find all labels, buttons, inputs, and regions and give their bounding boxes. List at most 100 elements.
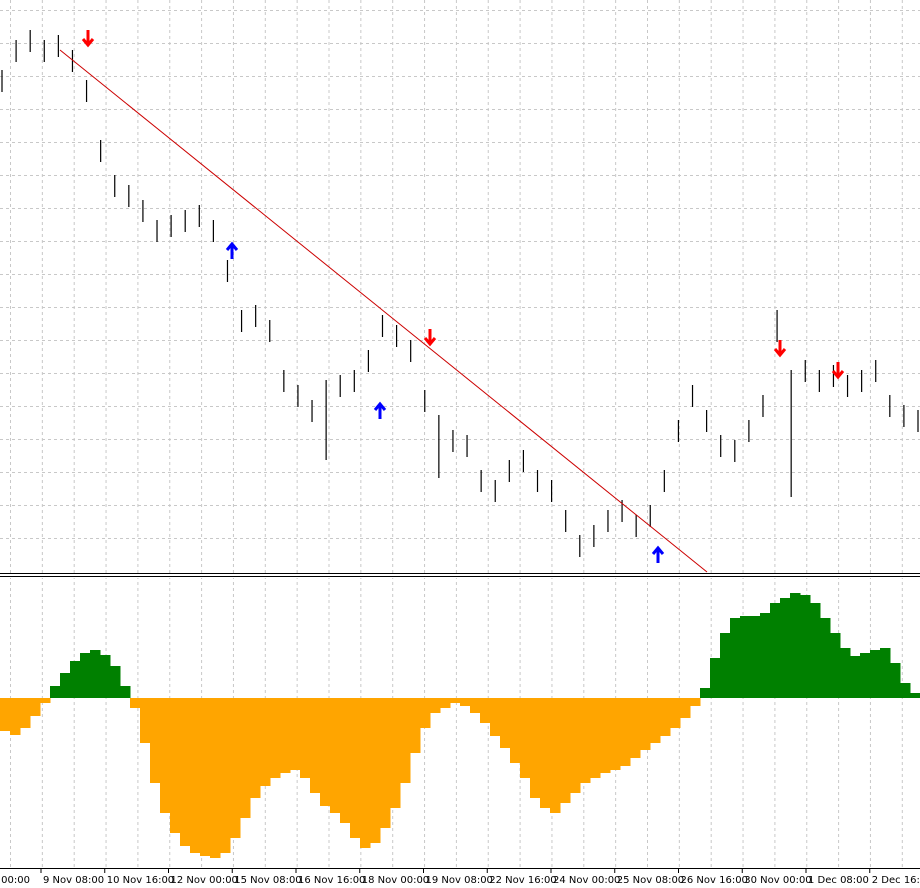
histogram-bar (300, 698, 311, 778)
histogram-bar (110, 666, 121, 698)
buy-arrow (373, 401, 387, 419)
x-tick-label: 16 Nov 16:00 (298, 875, 365, 886)
histogram-bar (830, 633, 841, 698)
sell-arrow (423, 329, 437, 347)
histogram-bar (160, 698, 171, 813)
histogram-bar (780, 598, 791, 698)
histogram-bar (630, 698, 641, 758)
histogram-bar (340, 698, 351, 823)
histogram-bar (290, 698, 301, 770)
histogram-bar (620, 698, 631, 766)
histogram-bar (120, 686, 131, 698)
x-tick-label: 15 Nov 08:00 (234, 875, 301, 886)
price-panel (1, 30, 919, 557)
histogram-bar (850, 656, 861, 698)
x-tick-label: 1 Dec 08:00 (808, 875, 869, 886)
x-tick-label: 18 Nov 00:00 (362, 875, 429, 886)
x-tick-label: 24 Nov 00:00 (553, 875, 620, 886)
histogram-bar (840, 648, 851, 698)
histogram-bar (90, 650, 101, 698)
x-tick-label: 25 Nov 08:00 (617, 875, 684, 886)
histogram-bar (180, 698, 191, 846)
histogram-bar (450, 698, 461, 703)
histogram-bar (480, 698, 491, 723)
histogram-bar (750, 616, 761, 698)
histogram-bar (740, 616, 751, 698)
histogram-bar (440, 698, 451, 708)
histogram-bar (700, 688, 711, 698)
histogram-bar (130, 698, 141, 708)
histogram-bar (20, 698, 31, 728)
histogram-bar (690, 698, 701, 706)
histogram-bar (580, 698, 591, 783)
histogram-bar (230, 698, 241, 838)
histogram-bar (550, 698, 561, 813)
x-tick-label: 30 Nov 00:00 (744, 875, 811, 886)
trend-line (59, 49, 708, 573)
histogram-bar (560, 698, 571, 803)
histogram-bar (80, 653, 91, 698)
x-tick-label: 10 Nov 16:00 (107, 875, 174, 886)
histogram-bar (810, 603, 821, 698)
histogram-bar (650, 698, 661, 743)
histogram-bar (350, 698, 361, 838)
histogram-bar (430, 698, 441, 713)
sell-arrow (831, 362, 845, 380)
histogram-bar (760, 613, 771, 698)
histogram-bar (600, 698, 611, 773)
x-tick-label: 00:00 (1, 875, 30, 886)
histogram-bar (490, 698, 501, 736)
histogram-bar (900, 683, 911, 698)
histogram-bar (420, 698, 431, 728)
histogram-bar (390, 698, 401, 808)
x-tick-label: 22 Nov 16:00 (489, 875, 556, 886)
histogram-bar (880, 648, 891, 698)
histogram-bar (590, 698, 601, 778)
histogram-bar (0, 698, 11, 731)
histogram-bar (870, 650, 881, 698)
x-tick-label: 26 Nov 16:00 (681, 875, 748, 886)
histogram-bar (670, 698, 681, 728)
histogram-bar (710, 658, 721, 698)
histogram-bar (410, 698, 421, 753)
histogram-bar (890, 663, 901, 698)
x-tick-label: 12 Nov 00:00 (171, 875, 238, 886)
histogram-bar (270, 698, 281, 778)
histogram-bar (540, 698, 551, 808)
histogram-bar (100, 655, 111, 698)
signal-arrows (81, 30, 845, 563)
histogram-bar (380, 698, 391, 828)
histogram-bar (640, 698, 651, 750)
oscillator-panel (0, 593, 920, 858)
histogram-bar (50, 686, 61, 698)
sell-arrow (81, 30, 95, 48)
buy-arrow (225, 241, 239, 259)
histogram-bar (730, 618, 741, 698)
histogram-bar (220, 698, 231, 853)
histogram-bar (510, 698, 521, 763)
histogram-bar (520, 698, 531, 778)
histogram-bar (530, 698, 541, 798)
x-tick-label: 2 Dec 16:00 (872, 875, 920, 886)
buy-arrow (651, 545, 665, 563)
histogram-bar (40, 698, 51, 703)
histogram-bar (400, 698, 411, 783)
histogram-bar (10, 698, 21, 735)
sell-arrow (773, 340, 787, 358)
histogram-bar (610, 698, 621, 770)
histogram-bar (310, 698, 321, 793)
histogram-bar (240, 698, 251, 818)
histogram-bar (70, 661, 81, 698)
histogram-bar (500, 698, 511, 748)
histogram-bar (370, 698, 381, 843)
grid (0, 0, 920, 868)
histogram-bar (470, 698, 481, 713)
histogram-bar (250, 698, 261, 798)
histogram-bar (660, 698, 671, 736)
histogram-bar (190, 698, 201, 853)
histogram-bar (720, 633, 731, 698)
histogram-bar (790, 593, 801, 698)
x-tick-label: 9 Nov 08:00 (43, 875, 104, 886)
